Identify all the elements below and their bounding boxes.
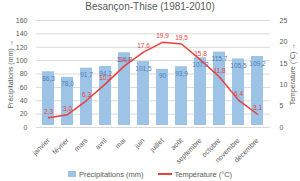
svg-text:janvier: janvier xyxy=(31,136,52,157)
svg-text:19,9: 19,9 xyxy=(156,32,169,39)
svg-text:février: février xyxy=(51,136,70,155)
svg-text:mars: mars xyxy=(73,136,89,152)
svg-text:octobre: octobre xyxy=(200,136,222,159)
svg-text:140: 140 xyxy=(16,30,28,37)
html-text:Précipitations (mm): Précipitations (mm) xyxy=(78,169,144,179)
svg-text:60: 60 xyxy=(20,84,28,91)
svg-text:19,5: 19,5 xyxy=(175,34,188,41)
svg-text:6,3: 6,3 xyxy=(82,91,91,98)
svg-text:juillet: juillet xyxy=(148,137,166,155)
svg-text:109,2: 109,2 xyxy=(249,60,266,67)
svg-text:Température (°C) →: Température (°C) → xyxy=(289,43,297,106)
svg-text:septembre: septembre xyxy=(174,137,203,166)
svg-text:86,3: 86,3 xyxy=(42,75,55,82)
svg-text:15: 15 xyxy=(280,60,288,67)
svg-text:91,7: 91,7 xyxy=(80,71,93,78)
svg-text:20: 20 xyxy=(20,110,28,117)
svg-text:105,5: 105,5 xyxy=(230,62,247,69)
svg-text:120: 120 xyxy=(16,43,28,50)
svg-text:14,4: 14,4 xyxy=(118,56,131,63)
svg-text:2,3: 2,3 xyxy=(44,108,53,115)
svg-text:5: 5 xyxy=(280,102,284,109)
svg-text:3,0: 3,0 xyxy=(63,105,72,112)
svg-text:10: 10 xyxy=(280,81,288,88)
svg-text:78,0: 78,0 xyxy=(61,80,74,87)
svg-text:17,6: 17,6 xyxy=(137,42,150,49)
svg-text:6,4: 6,4 xyxy=(234,90,243,97)
svg-text:10,2: 10,2 xyxy=(99,74,112,81)
svg-text:mai: mai xyxy=(114,136,127,149)
svg-text:0: 0 xyxy=(24,124,28,131)
svg-text:93,9: 93,9 xyxy=(175,70,188,77)
svg-text:décembre: décembre xyxy=(233,137,260,164)
svg-text:Précipitations (mm) →: Précipitations (mm) → xyxy=(7,39,15,108)
html-text:Température (°C): Température (°C) xyxy=(174,169,233,179)
svg-text:101,5: 101,5 xyxy=(135,65,152,72)
svg-text:novembre: novembre xyxy=(213,136,241,164)
svg-text:90: 90 xyxy=(159,72,167,79)
svg-text:40: 40 xyxy=(20,97,28,104)
svg-text:160: 160 xyxy=(16,17,28,24)
svg-text:3,1: 3,1 xyxy=(253,104,262,111)
svg-text:100: 100 xyxy=(16,57,28,64)
svg-text:114,8: 114,8 xyxy=(117,56,133,63)
svg-text:15,8: 15,8 xyxy=(194,50,207,57)
html-text:Besançon-Thise (1981-2010): Besançon-Thise (1981-2010) xyxy=(85,1,215,12)
svg-text:juin: juin xyxy=(132,137,146,151)
svg-text:août: août xyxy=(169,137,184,152)
svg-text:107,2: 107,2 xyxy=(192,61,209,68)
svg-text:0: 0 xyxy=(280,124,284,131)
svg-text:20: 20 xyxy=(280,38,288,45)
svg-text:25: 25 xyxy=(280,17,288,24)
svg-text:avril: avril xyxy=(94,136,108,150)
svg-text:115,7: 115,7 xyxy=(212,55,228,62)
svg-text:11,8: 11,8 xyxy=(213,67,226,74)
svg-text:80: 80 xyxy=(20,70,28,77)
